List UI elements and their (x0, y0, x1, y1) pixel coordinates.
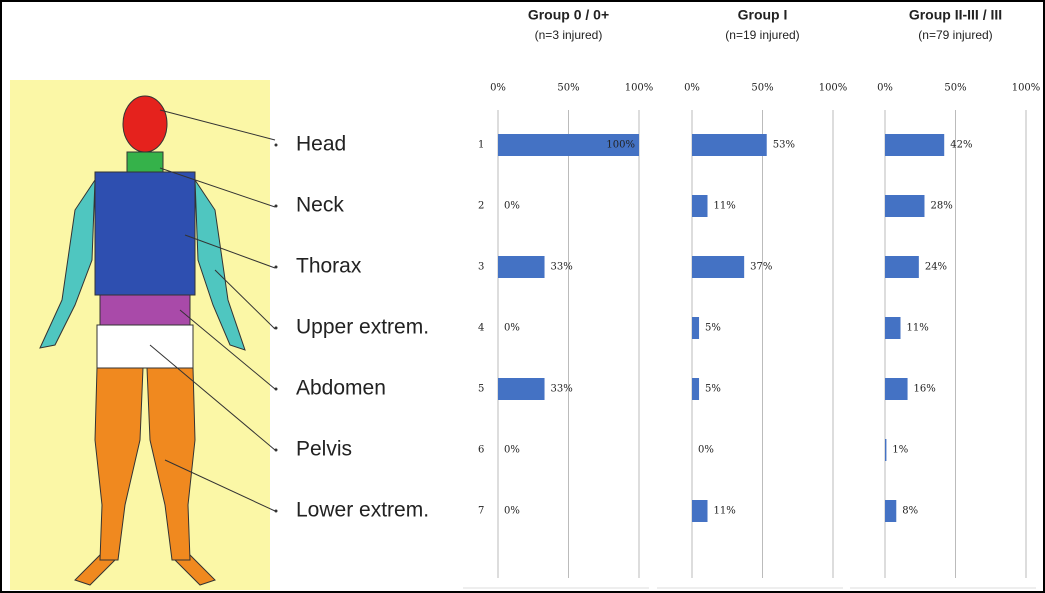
body-figure (39, 95, 246, 586)
region-label: Lower extrem. (296, 499, 429, 522)
region-label: Pelvis (296, 438, 352, 461)
bar (885, 317, 901, 339)
bullet (274, 204, 278, 208)
value-label: 5% (705, 384, 721, 395)
bar (692, 195, 708, 217)
category-label: 7 (478, 506, 484, 517)
bar (885, 500, 897, 522)
value-label: 53% (773, 140, 795, 151)
bar (692, 378, 700, 400)
category-label: 4 (478, 323, 484, 334)
bullet (274, 448, 278, 452)
x-tick-label: 0% (877, 83, 893, 94)
region-label: Abdomen (296, 377, 386, 400)
bar (885, 378, 908, 400)
chart-title: Group I (738, 7, 788, 23)
chart-title: Group 0 / 0+ (528, 7, 609, 23)
bar (692, 256, 745, 278)
value-label: 37% (750, 262, 772, 273)
leader-lines (149, 109, 276, 512)
value-label: 33% (551, 262, 573, 273)
value-label: 0% (504, 445, 520, 456)
region-label: Thorax (296, 255, 362, 278)
chart-subtitle: (n=79 injured) (918, 28, 992, 42)
bar (885, 256, 919, 278)
region-label: Neck (296, 194, 344, 217)
category-label: 5 (478, 384, 484, 395)
x-tick-label: 50% (751, 83, 773, 94)
x-tick-label: 100% (819, 83, 848, 94)
chart-subtitle: (n=3 injured) (535, 28, 603, 42)
value-label: 100% (606, 140, 635, 151)
x-tick-label: 100% (1012, 83, 1041, 94)
value-label: 16% (914, 384, 936, 395)
chart-subtitle: (n=19 injured) (725, 28, 799, 42)
bar (885, 439, 887, 461)
bar (692, 134, 767, 156)
bullet (274, 265, 278, 269)
x-tick-label: 0% (490, 83, 506, 94)
bar (498, 256, 545, 278)
bullet (274, 143, 278, 147)
value-label: 8% (902, 506, 918, 517)
category-label: 3 (478, 262, 484, 273)
bar (885, 195, 925, 217)
region-label: Upper extrem. (296, 316, 429, 339)
value-label: 33% (551, 384, 573, 395)
chart-title: Group II-III / III (909, 7, 1002, 23)
category-label: 2 (478, 201, 484, 212)
value-label: 0% (698, 445, 714, 456)
x-tick-label: 50% (557, 83, 579, 94)
value-label: 0% (504, 323, 520, 334)
value-label: 11% (714, 506, 736, 517)
x-tick-label: 100% (625, 83, 654, 94)
bullet (274, 509, 278, 513)
value-label: 11% (907, 323, 929, 334)
bullet (274, 387, 278, 391)
x-tick-label: 0% (684, 83, 700, 94)
x-tick-label: 50% (944, 83, 966, 94)
value-label: 42% (950, 140, 972, 151)
value-label: 24% (925, 262, 947, 273)
bar (498, 378, 545, 400)
value-label: 28% (930, 201, 952, 212)
bullet (274, 326, 278, 330)
bar (498, 134, 639, 156)
value-label: 1% (892, 445, 908, 456)
value-label: 0% (504, 506, 520, 517)
category-label: 1 (478, 140, 484, 151)
value-label: 11% (714, 201, 736, 212)
bar (692, 500, 708, 522)
value-label: 5% (705, 323, 721, 334)
category-label: 6 (478, 445, 484, 456)
value-label: 0% (504, 201, 520, 212)
region-label: Head (296, 133, 346, 156)
bar (885, 134, 945, 156)
bar (692, 317, 700, 339)
